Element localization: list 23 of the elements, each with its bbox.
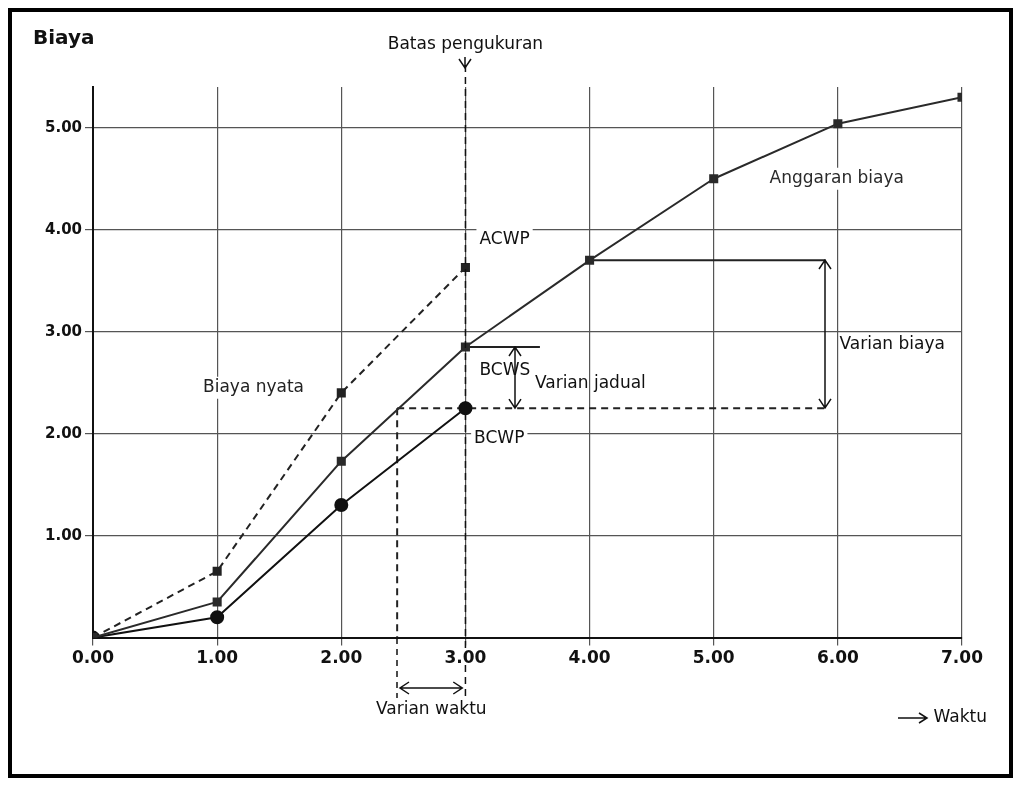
x-tick-label: 2.00 (320, 647, 363, 668)
y-tick-label: 5.00 (44, 117, 83, 136)
x-tick-label: 3.00 (444, 647, 487, 668)
text: Varian waktu (375, 698, 487, 719)
x-tick-label: 1.00 (196, 647, 239, 668)
ref-line-label: Batas pengukuran (387, 32, 544, 53)
x-tick-label: 6.00 (816, 647, 859, 668)
y-tick-label: 1.00 (44, 525, 83, 544)
y-tick-label: 4.00 (44, 219, 83, 238)
annotation: ACWP (479, 227, 530, 248)
legend-label: BCWP (474, 427, 525, 448)
x-tick-label: 5.00 (692, 647, 735, 668)
y-tick-label: 3.00 (44, 321, 83, 340)
y-tick-label: 2.00 (44, 423, 83, 442)
series-label: Anggaran biaya (769, 167, 904, 188)
x-tick-label: 4.00 (568, 647, 611, 668)
x-tick-label: 7.00 (941, 647, 984, 668)
series-label: Biaya nyata (203, 376, 305, 397)
x-tick-label: 0.00 (72, 647, 115, 668)
x-axis-title: Waktu (933, 706, 987, 727)
annotation: Varian biaya (839, 332, 945, 353)
y-axis-title: Biaya (33, 25, 95, 50)
annotation: Varian jadual (534, 372, 646, 393)
